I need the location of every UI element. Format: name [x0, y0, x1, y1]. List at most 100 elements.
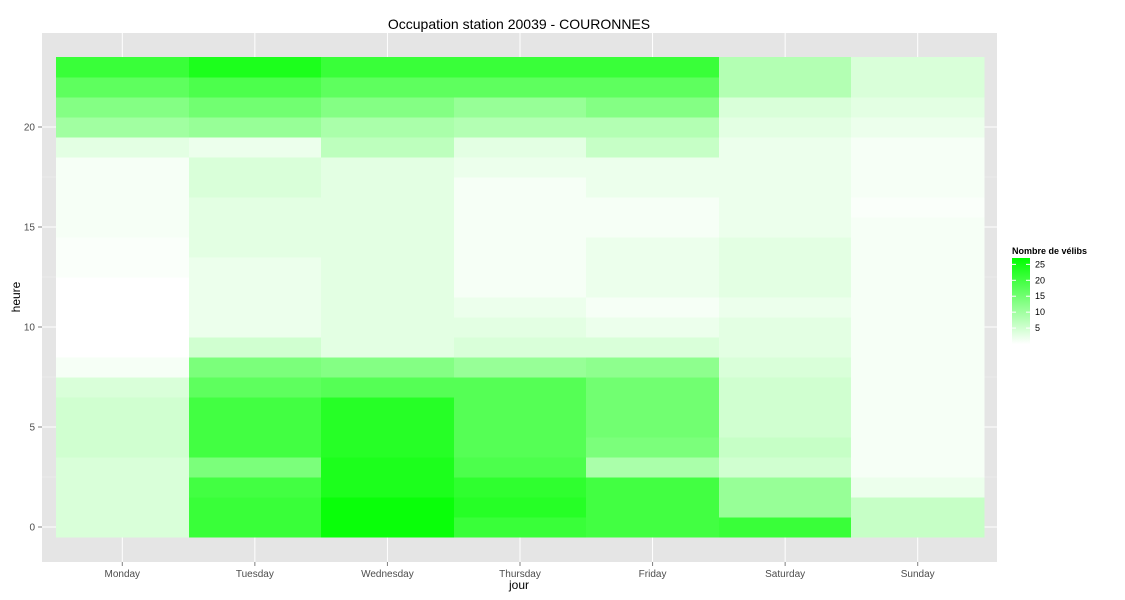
tile-thursday-h15 [454, 217, 587, 238]
tile-sunday-h18 [851, 157, 985, 178]
tile-wednesday-h18 [321, 157, 455, 178]
tile-wednesday-h1 [321, 497, 455, 518]
tile-wednesday-h13 [321, 257, 455, 278]
tile-thursday-h11 [454, 297, 587, 318]
tile-tuesday-h0 [189, 517, 322, 538]
tile-monday-h9 [56, 337, 190, 358]
legend-tick-label: 25 [1035, 259, 1045, 269]
tile-thursday-h10 [454, 317, 587, 338]
tile-monday-h1 [56, 497, 190, 518]
tile-thursday-h6 [454, 397, 587, 418]
tile-friday-h13 [586, 257, 720, 278]
tile-monday-h10 [56, 317, 190, 338]
tile-thursday-h18 [454, 157, 587, 178]
tile-sunday-h6 [851, 397, 985, 418]
y-tick-label: 20 [24, 123, 36, 134]
tile-saturday-h2 [719, 477, 852, 498]
tile-saturday-h22 [719, 77, 852, 98]
y-tick-label: 5 [29, 423, 35, 434]
tile-thursday-h22 [454, 77, 587, 98]
tile-sunday-h5 [851, 417, 985, 438]
tile-thursday-h19 [454, 137, 587, 158]
x-tick-label-friday: Friday [639, 569, 667, 580]
tile-saturday-h8 [719, 357, 852, 378]
tile-sunday-h17 [851, 177, 985, 198]
tile-saturday-h4 [719, 437, 852, 458]
tile-thursday-h12 [454, 277, 587, 298]
tile-wednesday-h9 [321, 337, 455, 358]
tile-monday-h7 [56, 377, 190, 398]
tile-tuesday-h5 [189, 417, 322, 438]
tile-wednesday-h5 [321, 417, 455, 438]
tile-tuesday-h21 [189, 97, 322, 118]
tile-sunday-h10 [851, 317, 985, 338]
tile-friday-h12 [586, 277, 720, 298]
tile-tuesday-h1 [189, 497, 322, 518]
tile-monday-h14 [56, 237, 190, 258]
tile-friday-h21 [586, 97, 720, 118]
legend-tick-label: 10 [1035, 307, 1045, 317]
tile-tuesday-h3 [189, 457, 322, 478]
tile-friday-h4 [586, 437, 720, 458]
tile-monday-h13 [56, 257, 190, 278]
tile-sunday-h20 [851, 117, 985, 138]
tile-wednesday-h11 [321, 297, 455, 318]
tile-monday-h20 [56, 117, 190, 138]
x-tick-label-wednesday: Wednesday [361, 569, 414, 580]
tile-sunday-h7 [851, 377, 985, 398]
x-tick-label-saturday: Saturday [765, 569, 805, 580]
tile-monday-h6 [56, 397, 190, 418]
tile-saturday-h13 [719, 257, 852, 278]
tile-tuesday-h2 [189, 477, 322, 498]
tile-saturday-h5 [719, 417, 852, 438]
tile-tuesday-h12 [189, 277, 322, 298]
tile-monday-h2 [56, 477, 190, 498]
tile-sunday-h16 [851, 197, 985, 218]
tile-sunday-h3 [851, 457, 985, 478]
tile-monday-h19 [56, 137, 190, 158]
tile-sunday-h0 [851, 517, 985, 538]
tile-thursday-h5 [454, 417, 587, 438]
tile-saturday-h12 [719, 277, 852, 298]
tile-tuesday-h6 [189, 397, 322, 418]
tile-thursday-h7 [454, 377, 587, 398]
y-tick-label: 0 [29, 523, 35, 534]
tile-friday-h1 [586, 497, 720, 518]
x-tick-label-thursday: Thursday [499, 569, 541, 580]
tile-wednesday-h22 [321, 77, 455, 98]
tile-sunday-h9 [851, 337, 985, 358]
tile-thursday-h0 [454, 517, 587, 538]
tile-monday-h11 [56, 297, 190, 318]
tile-saturday-h23 [719, 57, 852, 78]
tile-sunday-h22 [851, 77, 985, 98]
y-axis-title: heure [9, 281, 23, 312]
tile-thursday-h23 [454, 57, 587, 78]
tile-tuesday-h23 [189, 57, 322, 78]
tile-wednesday-h7 [321, 377, 455, 398]
tile-wednesday-h3 [321, 457, 455, 478]
legend-tick-label: 15 [1035, 291, 1045, 301]
tile-sunday-h1 [851, 497, 985, 518]
tile-tuesday-h18 [189, 157, 322, 178]
tile-wednesday-h12 [321, 277, 455, 298]
tile-wednesday-h15 [321, 217, 455, 238]
tile-saturday-h15 [719, 217, 852, 238]
tile-wednesday-h10 [321, 317, 455, 338]
tile-tuesday-h17 [189, 177, 322, 198]
tile-tuesday-h4 [189, 437, 322, 458]
tile-monday-h8 [56, 357, 190, 378]
tile-friday-h18 [586, 157, 720, 178]
tile-wednesday-h4 [321, 437, 455, 458]
tile-friday-h14 [586, 237, 720, 258]
tile-saturday-h10 [719, 317, 852, 338]
tile-friday-h17 [586, 177, 720, 198]
tile-thursday-h16 [454, 197, 587, 218]
tile-monday-h21 [56, 97, 190, 118]
tile-wednesday-h17 [321, 177, 455, 198]
tile-friday-h7 [586, 377, 720, 398]
x-tick-label-sunday: Sunday [901, 569, 935, 580]
tile-tuesday-h19 [189, 137, 322, 158]
y-tick-label: 15 [24, 223, 36, 234]
tile-friday-h22 [586, 77, 720, 98]
tile-friday-h5 [586, 417, 720, 438]
